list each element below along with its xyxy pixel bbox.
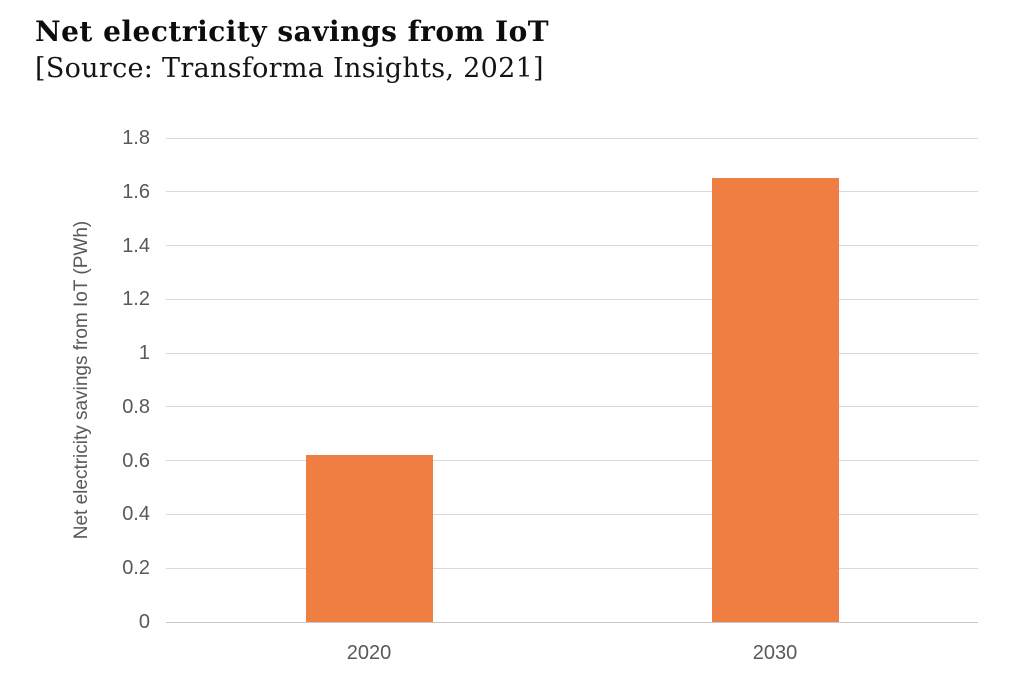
y-tick-label-1.4: 1.4 — [122, 234, 150, 257]
gridline-1.4 — [166, 245, 978, 247]
x-tick-label-2030: 2030 — [752, 642, 798, 664]
y-tick-label-1.2: 1.2 — [122, 288, 150, 311]
x-tick-label-2020: 2020 — [346, 642, 392, 664]
plot-area — [166, 137, 978, 623]
chart-subtitle: [Source: Transforma Insights, 2021] — [35, 53, 544, 84]
y-tick-label-0.2: 0.2 — [122, 557, 150, 580]
y-tick-label-1: 1 — [138, 342, 150, 365]
y-tick-label-1.8: 1.8 — [122, 127, 150, 149]
gridline-1.2 — [166, 298, 978, 300]
gridline-0.4 — [166, 513, 978, 515]
gridline-0.8 — [166, 406, 978, 408]
gridline-0 — [166, 621, 978, 623]
y-tick-label-0.4: 0.4 — [122, 503, 150, 526]
y-axis-title: Net electricity savings from IoT (PWh) — [71, 220, 92, 540]
chart-title: Net electricity savings from IoT — [35, 15, 550, 48]
gridline-0.2 — [166, 567, 978, 569]
bar-2020 — [305, 455, 433, 622]
gridline-0.6 — [166, 460, 978, 462]
y-tick-label-0.8: 0.8 — [122, 395, 150, 418]
y-tick-label-0.6: 0.6 — [122, 449, 150, 472]
gridline-1.6 — [166, 191, 978, 193]
bar-2030 — [711, 178, 839, 622]
y-tick-label-1.6: 1.6 — [122, 180, 150, 203]
gridline-1 — [166, 352, 978, 354]
y-tick-label-0: 0 — [138, 611, 150, 633]
gridline-1.8 — [166, 137, 978, 139]
